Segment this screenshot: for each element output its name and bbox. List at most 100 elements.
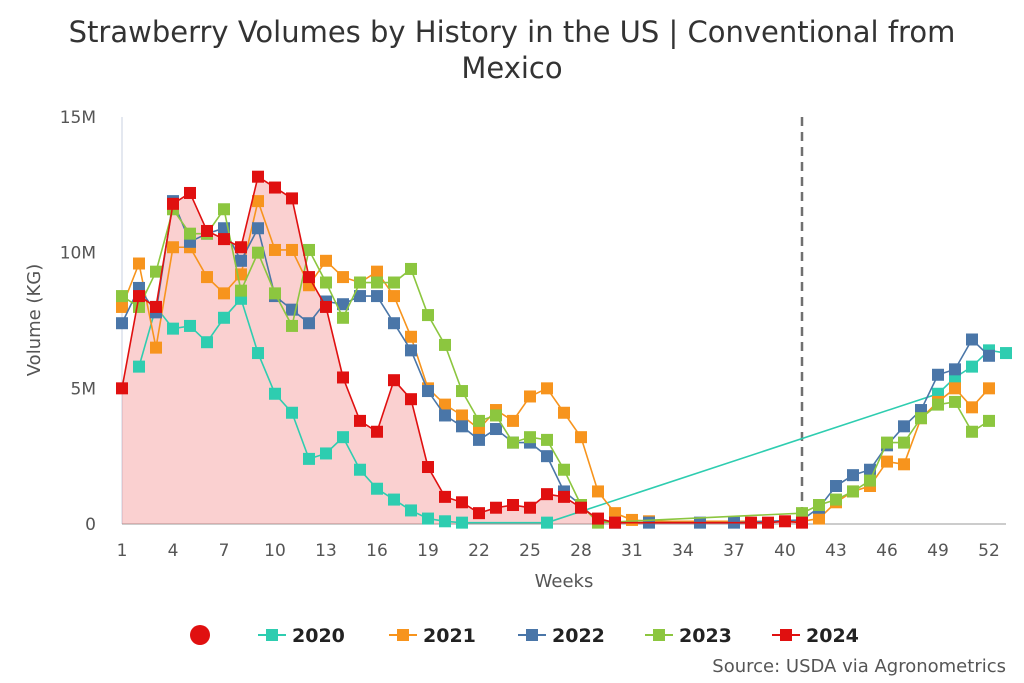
series-2021-point [133, 257, 145, 270]
series-2022-point [371, 290, 383, 303]
series-2022-point [303, 317, 315, 330]
series-2020-point [252, 347, 264, 360]
series-2021-point [371, 265, 383, 278]
series-2022-point [337, 298, 349, 311]
series-2023-point [286, 319, 298, 332]
x-tick-label: 4 [168, 541, 179, 561]
series-2022-point [932, 368, 944, 381]
series-2021-point [167, 241, 179, 254]
legend-swatch [653, 629, 665, 641]
series-2022-point [439, 409, 451, 422]
series-2023-point [949, 395, 961, 408]
y-tick-label: 5M [71, 379, 96, 399]
series-2023-point [405, 262, 417, 275]
series-2023-point [898, 436, 910, 449]
legend-marker-dot [190, 625, 210, 645]
legend-label: 2022 [552, 625, 605, 647]
series-2021-point [949, 382, 961, 395]
series-2021-point [983, 382, 995, 395]
x-tick-label: 46 [876, 541, 898, 561]
legend-item-2024: 2024 [772, 625, 859, 647]
series-2020-point [337, 431, 349, 444]
legend-label: 2021 [423, 625, 476, 647]
series-2023-point [456, 385, 468, 398]
series-2023-point [983, 414, 995, 427]
series-2024-point [286, 192, 298, 205]
legend: 2020 2021 2022 2023 2024 [190, 625, 859, 647]
series-2024-point [201, 224, 213, 237]
series-2024-point [456, 496, 468, 509]
series-2020-point [439, 515, 451, 528]
chart-title-line-2: Mexico [461, 51, 562, 85]
series-2024-point [337, 371, 349, 384]
x-tick-label: 1 [117, 541, 128, 561]
chart-title-line-1: Strawberry Volumes by History in the US … [69, 15, 956, 49]
series-2023-point [303, 243, 315, 256]
series-2024-point [558, 490, 570, 503]
series-2024-point [796, 516, 808, 529]
x-tick-label: 10 [264, 541, 286, 561]
series-2021-point [388, 290, 400, 303]
series-2023-point [422, 309, 434, 322]
series-2023-point [320, 276, 332, 289]
series-2022-point [252, 222, 264, 235]
series-2021-point [524, 390, 536, 403]
source-note: Source: USDA via Agronometrics [712, 656, 1006, 677]
series-2021-point [558, 406, 570, 419]
series-2024-point [320, 300, 332, 313]
series-2024-point [354, 414, 366, 427]
series-2022-point [983, 349, 995, 362]
series-2022 [116, 195, 995, 529]
series-2024 [116, 170, 808, 529]
x-tick-label: 13 [315, 541, 337, 561]
series-2023-point [133, 300, 145, 313]
y-tick-label: 0 [85, 515, 96, 535]
series-2021-point [575, 431, 587, 444]
series-2023-point [218, 203, 230, 216]
series-2023-point [354, 276, 366, 289]
series-2023-point [966, 425, 978, 438]
legend-label: 2020 [292, 625, 345, 647]
series-2024-point [269, 181, 281, 194]
series-2023-point [881, 436, 893, 449]
series-2024-point [388, 374, 400, 387]
series-2021-point [252, 195, 264, 208]
series-2021-point [507, 414, 519, 427]
x-tick-label: 19 [417, 541, 439, 561]
series-2020-point [303, 452, 315, 465]
x-tick-label: 40 [774, 541, 796, 561]
series-2024-point [133, 290, 145, 303]
series-2020-point [422, 512, 434, 525]
series-2024-point [371, 425, 383, 438]
x-axis-title: Weeks [535, 571, 594, 592]
series-2020-point [456, 516, 468, 529]
x-tick-label: 37 [723, 541, 745, 561]
series-2022-point [354, 290, 366, 303]
series-2024-area [122, 176, 802, 524]
series-2023-point [490, 409, 502, 422]
series-2024-point [218, 233, 230, 246]
series-2020-point [1000, 347, 1012, 360]
series-2020-point [269, 387, 281, 400]
series-2023-point [388, 276, 400, 289]
legend-item-2023: 2023 [645, 625, 732, 647]
series-2022-point [473, 433, 485, 446]
series-2021-point [898, 458, 910, 471]
y-tick-label: 15M [60, 108, 96, 128]
series-2022-point [388, 317, 400, 330]
legend-swatch [397, 629, 409, 641]
series-2023-point [864, 474, 876, 487]
series-2020-point [405, 504, 417, 517]
series-2023-point [524, 431, 536, 444]
series-2024-point [473, 507, 485, 520]
x-tick-label: 34 [672, 541, 694, 561]
x-tick-label: 16 [366, 541, 388, 561]
y-axis-title: Volume (KG) [24, 264, 45, 376]
series-2021-point [286, 243, 298, 256]
series-2024-point [609, 516, 621, 529]
series-2024-point [405, 393, 417, 406]
series-2021-point [201, 271, 213, 284]
series-2023-point [932, 398, 944, 411]
series-2022-point [949, 363, 961, 376]
series-2021-point [337, 271, 349, 284]
